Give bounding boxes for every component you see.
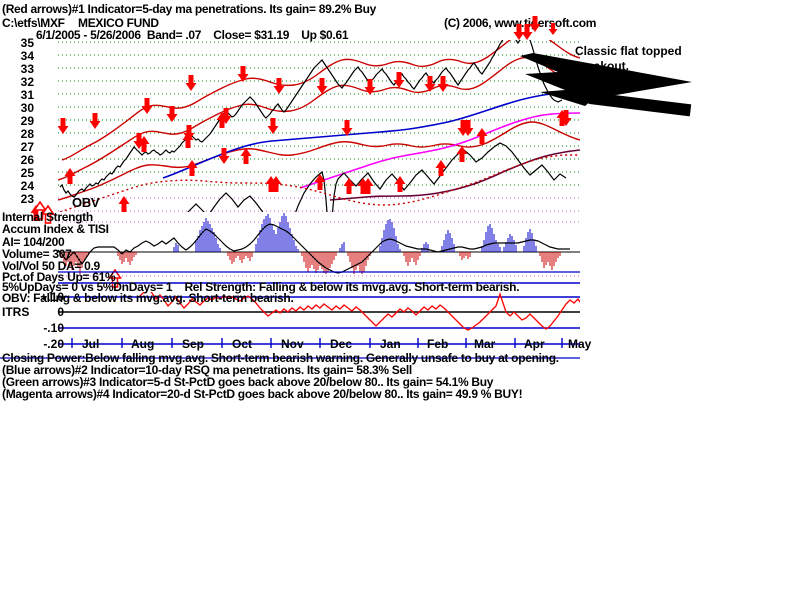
x-tick-feb: Feb xyxy=(427,337,449,351)
itrs-tick-plus10: +.10 xyxy=(40,290,64,304)
histogram-positive-bars xyxy=(173,213,537,252)
x-tick-nov: Nov xyxy=(281,337,304,351)
y-tick-27: 27 xyxy=(20,140,34,154)
red-down-arrow-small xyxy=(548,23,558,35)
itrs-tick-minus20: -.20 xyxy=(43,337,64,351)
price-panel xyxy=(58,40,580,212)
internal-strength-label: Internal Strength xyxy=(2,210,93,224)
annotation-line-2: breakout. xyxy=(575,59,630,73)
itrs-panel xyxy=(58,282,580,348)
y-tick-29: 29 xyxy=(20,114,34,128)
x-tick-jan: Jan xyxy=(380,337,401,351)
accum-index-panel xyxy=(58,213,580,274)
ai-value-label: AI= 104/200 xyxy=(2,235,65,249)
lower-band-line xyxy=(58,121,580,201)
y-tick-34: 34 xyxy=(20,49,34,63)
pct-days-up-label: Pct.of Days Up= 61% xyxy=(2,270,116,284)
y-tick-24: 24 xyxy=(20,179,34,193)
mid-band-line xyxy=(58,56,580,181)
histogram-negative-bars xyxy=(61,252,561,274)
accum-index-label: Accum Index & TISI xyxy=(2,222,109,236)
y-tick-35: 35 xyxy=(20,36,34,50)
y-tick-25: 25 xyxy=(20,166,34,180)
price-close-line xyxy=(59,40,563,198)
red-down-arrow xyxy=(57,16,572,164)
header-date-range: 6/1/2005 - 5/26/2006 Band= .07 Close= $3… xyxy=(36,28,349,42)
chart-canvas: 35 34 33 32 31 30 29 28 27 26 25 24 23 O… xyxy=(0,16,692,401)
green-arrows-legend: (Green arrows)#3 Indicator=5-d St-PctD g… xyxy=(2,375,494,389)
status-underlines xyxy=(0,271,580,359)
magenta-arrows-legend: (Magenta arrows)#4 Indicator=20-d St-Pct… xyxy=(2,387,523,401)
upper-band-line xyxy=(61,40,580,161)
x-tick-apr: Apr xyxy=(524,337,545,351)
obv-ma-line xyxy=(59,154,580,212)
y-tick-31: 31 xyxy=(20,88,34,102)
header-indicator-line: (Red arrows)#1 Indicator=5-day ma penetr… xyxy=(2,2,377,16)
x-tick-oct: Oct xyxy=(232,337,253,351)
y-tick-32: 32 xyxy=(20,75,34,89)
y-tick-26: 26 xyxy=(20,153,34,167)
annotation-arrow xyxy=(520,53,692,117)
histogram-bounds xyxy=(58,221,580,277)
y-tick-23: 23 xyxy=(20,192,34,206)
rel-strength-status: 5%UpDays= 0 vs 5%DnDays= 1 Rel Strength:… xyxy=(2,280,520,294)
itrs-tick-zero: 0 xyxy=(57,305,64,319)
itrs-label: ITRS xyxy=(2,305,30,319)
blue-arrows-legend: (Blue arrows)#2 Indicator=10-day RSQ ma … xyxy=(2,363,412,377)
y-tick-33: 33 xyxy=(20,62,34,76)
x-tick-jul: Jul xyxy=(82,337,100,351)
obv-status: OBV: Falling & below its mvg.avg. Short-… xyxy=(2,291,294,305)
price-gridlines xyxy=(58,41,580,186)
ma-magenta-line xyxy=(299,112,580,189)
itrs-tick-minus10: -.10 xyxy=(43,321,64,335)
chart-svg xyxy=(0,16,692,359)
x-tick-sep: Sep xyxy=(182,337,205,351)
x-tick-aug: Aug xyxy=(131,337,155,351)
x-tick-may: May xyxy=(568,337,592,351)
volume-label: Volume= 307 xyxy=(2,247,72,261)
closing-power-status: Closing Power:Below falling mvg.avg. Sho… xyxy=(2,351,559,365)
itrs-line xyxy=(139,292,580,331)
header-fund-name: MEXICO FUND xyxy=(78,16,159,30)
month-tick-marks xyxy=(71,338,563,348)
y-tick-30: 30 xyxy=(20,101,34,115)
hollow-up-arrow xyxy=(32,200,123,288)
obv-label: OBV xyxy=(72,195,100,210)
tisi-overlay-line xyxy=(58,223,570,274)
header-path: C:\etfs\MXF xyxy=(2,16,65,30)
obv-gridline xyxy=(58,197,580,212)
x-tick-dec: Dec xyxy=(330,337,353,351)
annotation-line-1: Classic flat topped xyxy=(575,44,682,58)
obv-line xyxy=(187,142,567,212)
red-signal-arrows xyxy=(30,16,572,288)
volvol-label: Vol/Vol 50 DA= 0.9 xyxy=(2,259,100,273)
ma-blue-line xyxy=(162,91,580,179)
x-tick-mar: Mar xyxy=(474,337,496,351)
y-tick-28: 28 xyxy=(20,127,34,141)
